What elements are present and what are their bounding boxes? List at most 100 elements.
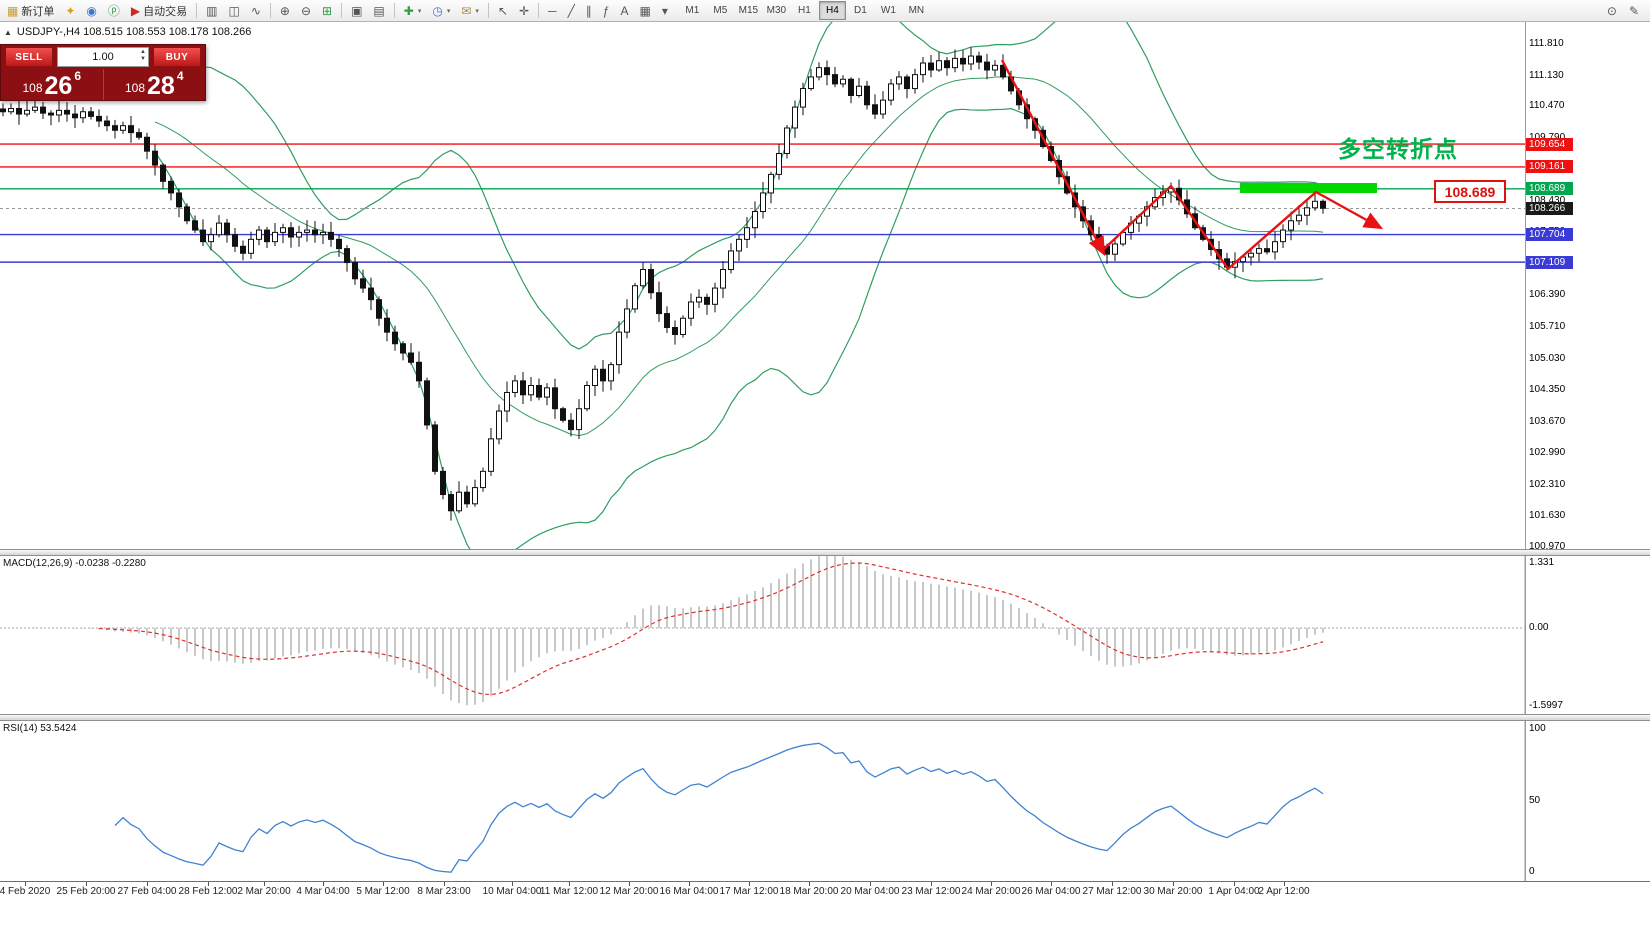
time-axis-tickmark [1051, 882, 1052, 886]
price-axis-tick: 101.630 [1529, 510, 1566, 522]
fibonacci-button[interactable]: ƒ [598, 0, 615, 21]
timeframe-bar: M1 M5 M15 M30 H1 H4 D1 W1 MN [679, 1, 930, 20]
crosshair-button[interactable]: ✛ [514, 0, 534, 21]
time-axis-label: 20 Mar 04:00 [840, 886, 900, 897]
panel-splitter-macd[interactable] [0, 549, 1650, 556]
chart-wizard-button[interactable]: ✦ [60, 0, 80, 21]
time-axis-label: 16 Mar 04:00 [659, 886, 719, 897]
line-chart-mode-button[interactable]: ∿ [246, 0, 266, 21]
quick-search-button[interactable]: ⊙ [1602, 0, 1622, 21]
buy-price-pips: 28 [147, 72, 175, 100]
macd-indicator-chart[interactable] [0, 556, 1650, 714]
new-order-button[interactable]: ▦ 新订单 [2, 0, 59, 21]
candlestick-mode-button[interactable]: ◫ [223, 0, 244, 21]
zoom-out-button[interactable]: ⊖ [296, 0, 316, 21]
trend-arrow-2[interactable] [1103, 184, 1384, 271]
time-axis-label: 8 Mar 23:00 [417, 886, 471, 897]
volume-input[interactable]: 1.00 ▲ ▼ [57, 47, 149, 67]
horizontal-line-icon: ─ [548, 3, 557, 18]
price-axis-tick: 106.390 [1529, 289, 1566, 301]
price-badge-107.109: 107.109 [1526, 255, 1573, 269]
candlesticks [0, 47, 1326, 521]
toolbar-groups: ▦ 新订单 ✦ ◉ ⓟ ▶ 自动交易 ▥ ◫ ∿ ⊕ ⊖ ⊞ ▣ ▤ ✚ ▾ ◷ ▾ ✉ ▾ ↖ ✛ ─ ╱ ∥ ƒ A ▦ ▾ [2, 0, 673, 21]
timeframe-h1-button[interactable]: H1 [797, 5, 811, 16]
chart-template-dropdown-icon[interactable]: ▾ [475, 7, 479, 15]
cursor-button[interactable]: ↖ [493, 0, 513, 21]
timeframe-m30-button[interactable]: M30 [766, 5, 787, 16]
time-axis-label: 23 Mar 12:00 [901, 886, 961, 897]
time-axis-label: 26 Mar 04:00 [1021, 886, 1081, 897]
highlight-zone-rect[interactable] [1240, 183, 1377, 193]
trade-widget-quotes: 108 26 6 108 28 4 [1, 69, 205, 100]
sell-price-pips: 26 [44, 72, 73, 100]
sell-price[interactable]: 108 26 6 [1, 69, 103, 100]
toolbar-separator [393, 3, 395, 18]
chart-template-button[interactable]: ✉ ▾ [456, 0, 484, 21]
time-axis-tickmark [444, 882, 445, 886]
rsi-line [114, 742, 1324, 873]
toolbar-separator [538, 3, 540, 18]
buy-button[interactable]: BUY [153, 47, 201, 67]
publish-button[interactable]: ⓟ [103, 0, 125, 21]
time-axis-label: 5 Mar 12:00 [356, 886, 410, 897]
main-price-chart[interactable] [0, 22, 1650, 549]
time-axis-label: 18 Mar 20:00 [779, 886, 839, 897]
text-label-button[interactable]: A [615, 0, 633, 21]
chart-period-button[interactable]: ◷ ▾ [427, 0, 455, 21]
sell-price-figure: 108 [22, 81, 43, 95]
shapes-button[interactable]: ▦ [635, 0, 656, 21]
volume-up-icon[interactable]: ▲ [140, 49, 146, 55]
add-chart-dropdown-icon[interactable]: ▾ [417, 7, 422, 15]
time-axis-label: 30 Mar 20:00 [1143, 886, 1203, 897]
price-badge-109.654: 109.654 [1526, 137, 1573, 151]
chart-period-icon: ◷ [432, 3, 443, 18]
timeframe-m1-button[interactable]: M1 [685, 5, 700, 16]
timeframe-m15-button[interactable]: M15 [738, 5, 759, 16]
trend-arrow-1[interactable] [1000, 59, 1106, 257]
time-axis-tickmark [1234, 882, 1235, 886]
time-axis-label: 27 Mar 12:00 [1082, 886, 1142, 897]
rsi-axis-tick: 50 [1529, 795, 1541, 806]
time-axis-tickmark [931, 882, 932, 886]
tile-windows-button[interactable]: ▣ [346, 0, 367, 21]
timeframe-w1-button[interactable]: W1 [880, 5, 896, 16]
panel-splitter-rsi[interactable] [0, 714, 1650, 721]
timeframe-d1-button[interactable]: D1 [853, 5, 867, 16]
edit-tool-button[interactable]: ✎ [1624, 0, 1644, 21]
indicators-button[interactable]: ⊞ [317, 0, 337, 21]
equidistant-channel-button[interactable]: ∥ [581, 0, 597, 21]
time-axis-label: 11 Mar 12:00 [539, 886, 599, 897]
price-level-callout: 108.689 [1434, 180, 1506, 203]
time-axis-tickmark [870, 882, 871, 886]
time-axis[interactable] [0, 881, 1650, 905]
rsi-axis-tick: 0 [1529, 866, 1535, 877]
zoom-out-icon: ⊖ [300, 3, 312, 18]
horizontal-line-button[interactable]: ─ [543, 0, 562, 21]
sell-button[interactable]: SELL [5, 47, 53, 67]
objects-dropdown-button[interactable]: ▾ [657, 0, 673, 21]
bollinger-middle-band [154, 76, 1324, 437]
autotrade-button[interactable]: ▶ 自动交易 [126, 0, 192, 21]
price-axis-tick: 103.670 [1529, 415, 1566, 427]
time-axis-tickmark [689, 882, 690, 886]
zoom-in-button[interactable]: ⊕ [275, 0, 295, 21]
objects-dropdown-icon: ▾ [661, 3, 668, 18]
window-list-button[interactable]: ▤ [368, 0, 389, 21]
timeframe-mn-button[interactable]: MN [908, 5, 925, 16]
chart-period-dropdown-icon[interactable]: ▾ [446, 7, 451, 15]
trend-line-icon: ╱ [567, 3, 575, 18]
price-axis-tick: 104.350 [1529, 384, 1566, 396]
time-axis-label: 4 Feb 2020 [0, 886, 51, 897]
timeframe-h4-button[interactable]: H4 [818, 1, 846, 20]
time-axis-tickmark [1112, 882, 1113, 886]
profile-button[interactable]: ◉ [81, 0, 101, 21]
add-chart-button[interactable]: ✚ ▾ [399, 0, 427, 21]
buy-price[interactable]: 108 28 4 [102, 69, 206, 100]
rsi-indicator-chart[interactable] [0, 721, 1650, 881]
price-badge-109.161: 109.161 [1526, 160, 1573, 174]
volume-down-icon[interactable]: ▼ [140, 56, 146, 62]
bar-chart-mode-button[interactable]: ▥ [201, 0, 222, 21]
trend-line-button[interactable]: ╱ [563, 0, 580, 21]
timeframe-m5-button[interactable]: M5 [713, 5, 728, 16]
volume-stepper[interactable]: ▲ ▼ [140, 49, 146, 63]
